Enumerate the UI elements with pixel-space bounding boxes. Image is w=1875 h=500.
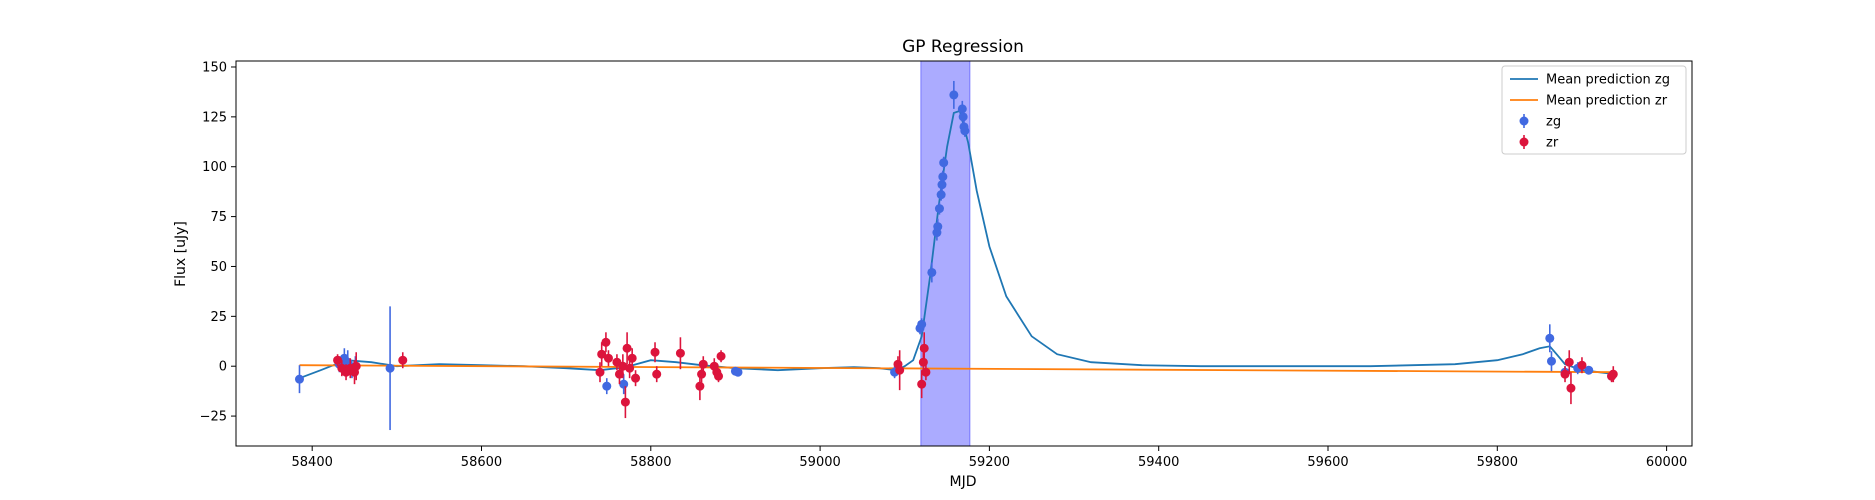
legend-swatch-marker xyxy=(1519,116,1529,126)
x-tick-label: 58400 xyxy=(292,455,333,470)
y-tick-label: 150 xyxy=(202,60,227,75)
x-axis: 58400 58600 58800 59000 59200 59400 59600 59800… xyxy=(292,446,1687,470)
point-zr-10 xyxy=(603,353,613,363)
legend-label: zr xyxy=(1546,136,1559,151)
x-tick-label: 59600 xyxy=(1307,455,1348,470)
point-zr-24 xyxy=(698,359,708,369)
y-tick-label: −25 xyxy=(200,410,227,425)
point-zr-33 xyxy=(919,343,929,353)
y-axis-label: Flux [uJy] xyxy=(173,221,189,287)
point-zg-16 xyxy=(933,222,943,232)
x-tick-label: 58800 xyxy=(630,455,671,470)
legend-label: zg xyxy=(1546,115,1561,130)
point-zr-28 xyxy=(716,351,726,361)
point-zg-24 xyxy=(958,112,968,122)
x-tick-label: 59400 xyxy=(1138,455,1179,470)
y-tick-label: 100 xyxy=(202,160,227,175)
point-zg-28 xyxy=(1546,356,1556,366)
chart-title: GP Regression xyxy=(902,37,1024,57)
point-zr-38 xyxy=(1577,360,1587,370)
plot-frame xyxy=(235,60,1693,447)
point-zr-21 xyxy=(675,348,685,358)
point-zr-23 xyxy=(697,369,707,379)
point-zg-31 xyxy=(1584,365,1594,375)
point-zg-13 xyxy=(917,319,927,329)
point-zg-17 xyxy=(934,204,944,214)
point-zg-22 xyxy=(949,90,959,100)
point-zr-40 xyxy=(1608,369,1618,379)
point-zg-20 xyxy=(938,172,948,182)
point-zg-19 xyxy=(937,180,947,190)
legend-box xyxy=(1501,65,1687,155)
x-tick-label: 60000 xyxy=(1646,455,1687,470)
point-zr-9 xyxy=(601,337,611,347)
y-tick-label: 75 xyxy=(210,210,227,225)
point-zr-31 xyxy=(917,379,927,389)
point-zg-26 xyxy=(960,126,970,136)
point-zr-19 xyxy=(650,347,660,357)
point-zr-36 xyxy=(1564,357,1574,367)
point-zr-6 xyxy=(398,355,408,365)
point-zr-0 xyxy=(333,355,343,365)
point-zr-5 xyxy=(351,361,361,371)
x-tick-label: 59200 xyxy=(969,455,1010,470)
point-zg-23 xyxy=(957,104,967,114)
legend-label: Mean prediction zr xyxy=(1546,94,1668,109)
point-zr-18 xyxy=(631,373,641,383)
point-zr-12 xyxy=(614,369,624,379)
legend: Mean prediction zg Mean prediction zr zg zr xyxy=(1501,65,1687,155)
point-zg-27 xyxy=(1545,333,1555,343)
y-tick-label: 50 xyxy=(210,260,227,275)
point-zr-7 xyxy=(595,367,605,377)
point-zr-22 xyxy=(695,381,705,391)
point-zg-7 xyxy=(602,381,612,391)
x-tick-label: 59800 xyxy=(1477,455,1518,470)
x-tick-label: 58600 xyxy=(461,455,502,470)
point-zr-17 xyxy=(627,353,637,363)
x-tick-label: 59000 xyxy=(799,455,840,470)
y-tick-label: 0 xyxy=(219,360,227,375)
series-line-zr xyxy=(299,364,1616,374)
point-zg-14 xyxy=(927,267,937,277)
point-zg-10 xyxy=(733,367,743,377)
point-zg-21 xyxy=(939,158,949,168)
y-tick-label: 125 xyxy=(202,110,227,125)
point-zr-8 xyxy=(597,349,607,359)
point-zr-37 xyxy=(1566,383,1576,393)
point-zr-27 xyxy=(714,371,724,381)
point-zg-8 xyxy=(619,379,629,389)
x-axis-label: MJD xyxy=(950,474,977,490)
point-zr-35 xyxy=(1560,369,1570,379)
legend-swatch-marker xyxy=(1519,137,1529,147)
point-zg-18 xyxy=(936,190,946,200)
point-zr-34 xyxy=(921,367,931,377)
series-line-zg xyxy=(299,109,1616,380)
point-zr-13 xyxy=(618,361,628,371)
point-zg-6 xyxy=(385,363,395,373)
point-zr-20 xyxy=(652,369,662,379)
point-zg-0 xyxy=(294,374,304,384)
y-tick-label: 25 xyxy=(210,310,227,325)
point-zr-14 xyxy=(620,397,630,407)
point-zr-15 xyxy=(622,343,632,353)
legend-label: Mean prediction zg xyxy=(1546,73,1670,88)
point-zr-30 xyxy=(895,365,905,375)
y-axis: −25 0 25 50 75 100 125 150 xyxy=(200,60,236,425)
